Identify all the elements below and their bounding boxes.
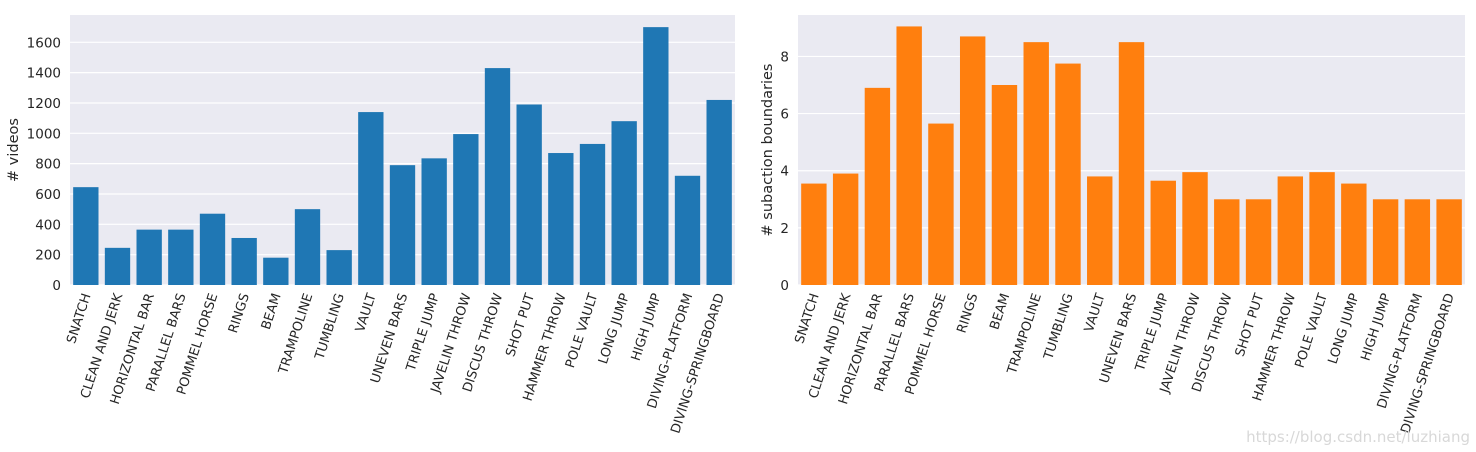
y-tick-label: 200 — [35, 248, 61, 264]
bar-tumbling — [1055, 63, 1081, 286]
y-tick-label: 0 — [52, 278, 61, 294]
bar-diving-springboard — [706, 99, 732, 285]
bar-rings — [959, 36, 986, 285]
bar-trampoline — [294, 209, 321, 285]
x-tick-label: LONG JUMP — [1326, 291, 1363, 366]
bar-pole-vault — [1309, 172, 1335, 285]
bar-vault — [1087, 176, 1113, 285]
bar-pommel-horse — [928, 123, 954, 285]
x-tick-label: RINGS — [955, 292, 982, 336]
bar-pommel-horse — [199, 213, 226, 285]
y-tick-label: 800 — [35, 157, 61, 173]
x-tick-label: TUMBLING — [1041, 292, 1077, 363]
bar-discus-throw — [484, 68, 511, 285]
x-tick-label: TUMBLING — [312, 292, 348, 363]
bar-diving-platform — [674, 175, 701, 285]
bar-high-jump — [1372, 199, 1399, 285]
bar-parallel-bars — [168, 229, 194, 285]
y-tick-label: 400 — [35, 217, 61, 233]
y-tick-label: 1000 — [27, 126, 61, 142]
x-tick-label: HIGH JUMP — [629, 291, 665, 362]
x-tick-label: LONG JUMP — [596, 291, 633, 366]
bar-javelin-throw — [1182, 172, 1208, 285]
bar-vault — [358, 112, 384, 286]
bar-diving-springboard — [1436, 199, 1462, 285]
bar-javelin-throw — [453, 134, 479, 285]
y-tick-label: 1400 — [27, 66, 61, 82]
watermark: https://blog.csdn.net/luzhiang — [1246, 428, 1470, 446]
bar-rings — [231, 237, 257, 285]
x-tick-label: VAULT — [1082, 292, 1109, 335]
x-tick-label: POLE VAULT — [1293, 292, 1331, 370]
y-tick-label: 1600 — [27, 35, 61, 51]
bar-hammer-throw — [548, 153, 574, 285]
y-tick-label: 6 — [780, 107, 789, 123]
y-tick-label: 600 — [35, 187, 61, 203]
y-tick-label: 1200 — [27, 96, 61, 112]
x-tick-label: SNATCH — [792, 292, 822, 346]
y-tick-label: 4 — [780, 164, 789, 180]
x-tick-label: VAULT — [353, 292, 380, 335]
y-tick-label: 8 — [780, 49, 789, 65]
bar-beam — [991, 85, 1018, 285]
bar-clean-and-jerk — [104, 247, 131, 285]
bar-shot-put — [516, 104, 542, 285]
bar-clean-and-jerk — [832, 173, 859, 285]
x-tick-label: BEAM — [259, 292, 285, 332]
bar-uneven-bars — [389, 165, 416, 285]
bar-pole-vault — [579, 143, 606, 285]
x-tick-label: SNATCH — [64, 292, 94, 346]
y-axis-label: # subaction boundaries — [760, 64, 776, 237]
bar-triple-jump — [421, 158, 447, 285]
bar-high-jump — [643, 27, 669, 286]
bar-beam — [263, 257, 289, 285]
bar-trampoline — [1023, 42, 1049, 286]
x-tick-label: SHOT PUT — [503, 292, 538, 359]
bar-long-jump — [611, 121, 637, 285]
bar-snatch — [73, 187, 99, 285]
bar-long-jump — [1341, 183, 1367, 285]
bar-triple-jump — [1150, 180, 1176, 285]
bar-discus-throw — [1214, 199, 1240, 285]
x-tick-label: RINGS — [226, 292, 253, 336]
y-axis-label: # videos — [6, 118, 22, 182]
bar-horizontal-bar — [864, 87, 891, 285]
x-tick-label: TRAMPOLINE — [1005, 292, 1045, 377]
bar-diving-platform — [1404, 199, 1431, 285]
bar-parallel-bars — [896, 26, 922, 286]
bar-hammer-throw — [1277, 176, 1304, 285]
x-tick-label: POLE VAULT — [563, 292, 601, 370]
x-tick-label: BEAM — [987, 292, 1013, 332]
y-tick-label: 2 — [780, 221, 789, 237]
x-tick-label: SHOT PUT — [1233, 292, 1268, 359]
chart-videos: 02004006008001000120014001600SNATCHCLEAN… — [6, 15, 735, 436]
bar-snatch — [801, 183, 827, 285]
bar-uneven-bars — [1118, 42, 1145, 286]
bar-shot-put — [1245, 199, 1272, 285]
y-tick-label: 0 — [780, 278, 789, 294]
bar-tumbling — [326, 250, 352, 285]
bar-horizontal-bar — [136, 229, 162, 285]
x-tick-label: HIGH JUMP — [1359, 291, 1395, 362]
